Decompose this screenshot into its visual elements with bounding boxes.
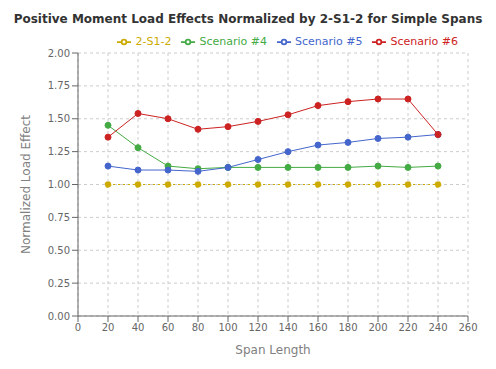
svg-text:100: 100 (218, 322, 237, 333)
svg-text:2.00: 2.00 (48, 48, 70, 59)
svg-text:Normalized Load Effect: Normalized Load Effect (19, 115, 33, 254)
svg-text:Span Length: Span Length (235, 343, 310, 357)
svg-text:1.00: 1.00 (48, 179, 70, 190)
svg-text:0: 0 (75, 322, 81, 333)
svg-text:0.25: 0.25 (48, 278, 70, 289)
svg-text:240: 240 (428, 322, 447, 333)
html-text:Scenario #4: Scenario #4 (199, 35, 267, 48)
svg-text:40: 40 (132, 322, 145, 333)
svg-text:120: 120 (248, 322, 267, 333)
svg-text:260: 260 (458, 322, 477, 333)
svg-text:60: 60 (162, 322, 175, 333)
svg-text:1.50: 1.50 (48, 113, 70, 124)
svg-text:200: 200 (368, 322, 387, 333)
svg-text:220: 220 (398, 322, 417, 333)
svg-text:0.50: 0.50 (48, 245, 70, 256)
svg-text:0.00: 0.00 (48, 311, 70, 322)
html-text:Positive Moment Load Effects N: Positive Moment Load Effects Normalized … (13, 12, 483, 26)
svg-text:20: 20 (102, 322, 115, 333)
svg-text:1.75: 1.75 (48, 80, 70, 91)
html-text:Scenario #6: Scenario #6 (390, 35, 458, 48)
svg-text:1.25: 1.25 (48, 146, 70, 157)
svg-text:0.75: 0.75 (48, 212, 70, 223)
html-text:Scenario #5: Scenario #5 (294, 35, 363, 48)
svg-text:80: 80 (192, 322, 205, 333)
svg-text:140: 140 (278, 322, 297, 333)
svg-text:160: 160 (308, 322, 327, 333)
html-text:2-S1-2: 2-S1-2 (135, 35, 172, 48)
svg-text:180: 180 (338, 322, 357, 333)
